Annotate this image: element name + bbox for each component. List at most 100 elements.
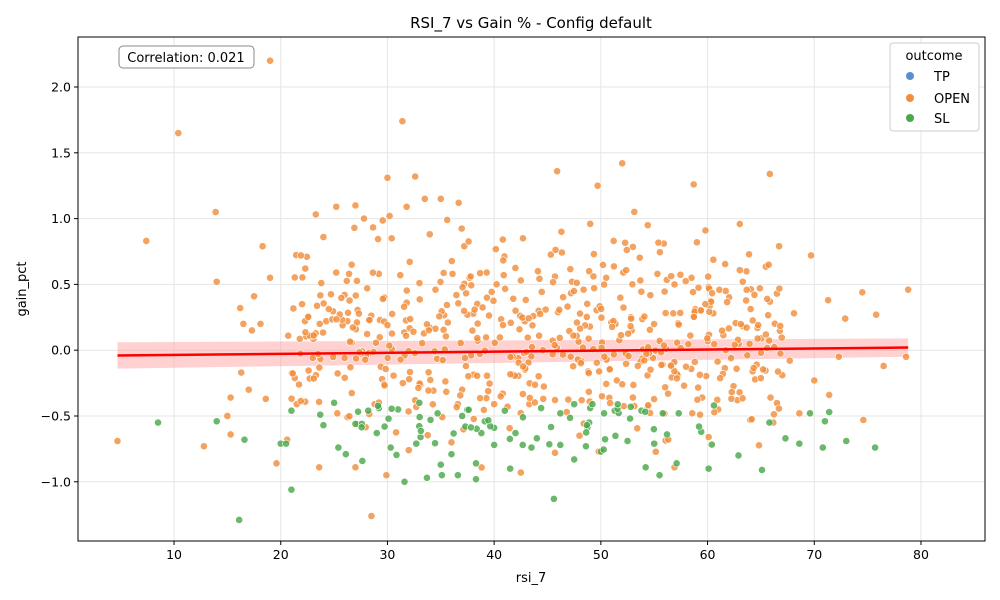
point-sl <box>490 441 499 449</box>
point-open <box>617 331 625 340</box>
point-open <box>316 291 325 300</box>
point-sl <box>357 423 366 432</box>
point-open <box>589 272 598 281</box>
point-open <box>704 272 713 281</box>
point-open <box>785 356 794 365</box>
point-open <box>670 367 679 376</box>
point-open <box>618 380 627 389</box>
point-open <box>289 304 298 313</box>
point-open <box>746 305 755 313</box>
point-sl <box>330 398 338 407</box>
point-open <box>452 291 461 299</box>
point-open <box>694 383 703 392</box>
point-open <box>605 365 614 374</box>
point-open <box>742 285 751 294</box>
point-sl <box>436 460 445 469</box>
point-open <box>661 383 670 392</box>
point-open <box>579 285 588 294</box>
point-open <box>319 299 328 308</box>
point-open <box>473 319 482 328</box>
point-open <box>688 409 697 418</box>
point-open <box>627 314 636 323</box>
x-tick-label: 20 <box>273 547 289 562</box>
point-open <box>687 273 696 282</box>
point-sl <box>613 400 622 409</box>
point-sl <box>374 401 382 410</box>
point-open <box>420 194 429 203</box>
point-sl <box>511 429 520 437</box>
x-axis-title: rsi_7 <box>516 571 547 586</box>
point-open <box>324 305 333 313</box>
point-open <box>506 318 515 327</box>
x-tick-label: 10 <box>166 547 182 562</box>
point-open <box>629 381 638 389</box>
point-open <box>511 306 520 315</box>
point-open <box>315 363 324 372</box>
point-sl <box>550 494 558 503</box>
point-open <box>570 287 578 295</box>
point-open <box>622 359 630 368</box>
point-open <box>727 388 736 396</box>
point-open <box>337 294 346 302</box>
point-open <box>764 311 773 320</box>
point-open <box>258 242 267 251</box>
x-tick-label: 60 <box>700 547 716 562</box>
point-sl <box>387 404 396 413</box>
point-open <box>452 403 461 412</box>
point-open <box>702 372 711 380</box>
point-open <box>404 407 413 416</box>
point-open <box>597 304 606 313</box>
point-open <box>351 201 360 210</box>
point-open <box>858 288 867 297</box>
point-open <box>602 273 611 282</box>
regression-line <box>117 346 909 357</box>
point-open <box>530 398 539 407</box>
point-open <box>879 362 888 370</box>
point-open <box>174 129 183 137</box>
point-sl <box>566 413 574 422</box>
point-open <box>680 381 688 390</box>
x-tick-label: 50 <box>593 547 609 562</box>
point-open <box>577 396 586 405</box>
point-open <box>564 395 573 404</box>
point-open <box>629 243 637 251</box>
point-sl <box>392 451 401 459</box>
point-open <box>405 257 414 266</box>
point-open <box>309 331 318 340</box>
point-open <box>524 358 533 367</box>
correlation-label: Correlation: 0.021 <box>127 51 244 66</box>
point-open <box>505 424 514 433</box>
point-open <box>761 330 770 339</box>
point-sl <box>372 429 381 437</box>
point-sl <box>316 410 325 419</box>
point-open <box>559 293 567 302</box>
x-tick-label: 80 <box>913 547 929 562</box>
point-sl <box>704 464 713 473</box>
point-open <box>482 333 490 342</box>
point-open <box>424 326 433 335</box>
point-open <box>436 194 445 203</box>
x-tick-label: 70 <box>806 547 822 562</box>
point-open <box>363 330 372 338</box>
point-open <box>674 320 683 329</box>
point-sl <box>386 443 395 452</box>
point-open <box>476 394 485 403</box>
point-open <box>682 362 690 371</box>
point-sl <box>394 405 403 414</box>
point-open <box>425 230 434 239</box>
point-open <box>742 267 751 276</box>
point-open <box>431 285 440 294</box>
point-open <box>644 401 653 410</box>
point-sl <box>710 401 718 410</box>
point-sl <box>871 443 879 452</box>
point-open <box>541 305 550 314</box>
point-open <box>902 352 910 361</box>
point-open <box>575 431 584 440</box>
point-open <box>721 260 730 268</box>
point-open <box>558 248 566 257</box>
point-open <box>483 371 491 380</box>
legend-label-open: OPEN <box>934 92 970 107</box>
point-open <box>492 280 501 289</box>
point-sl <box>437 471 446 480</box>
point-open <box>667 361 675 370</box>
